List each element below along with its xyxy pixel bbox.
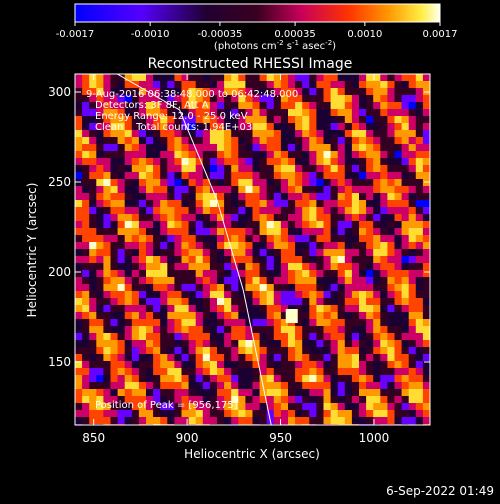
x-tick-label: 900 — [176, 431, 199, 445]
plot-date: 6-Sep-2022 01:49 — [386, 484, 494, 498]
colorbar-tick-label: 0.0017 — [423, 29, 458, 40]
y-tick-label: 150 — [48, 355, 71, 369]
annotation-clean: Clean Total counts: 1.94E+03 — [95, 122, 252, 133]
annotation-detectors: Detectors: 3F 8F, Att A — [95, 100, 209, 111]
x-tick-label: 1000 — [359, 431, 390, 445]
colorbar-tick-label: 0.0010 — [347, 29, 382, 40]
colorbar-tick-label: 0.00035 — [274, 29, 315, 40]
peak-position-label: Position of Peak = [956,175] — [95, 400, 238, 411]
solar-limb-line — [116, 74, 272, 425]
y-axis: 150 200 250 300 — [48, 85, 430, 369]
y-tick-label: 200 — [48, 265, 71, 279]
colorbar: -0.0017 -0.0010 -0.00035 0.00035 0.0010 0.001… — [56, 3, 458, 52]
colorbar-gradient — [74, 3, 441, 23]
colorbar-tick-label: -0.0017 — [56, 29, 95, 40]
x-tick-label: 850 — [82, 431, 105, 445]
colorbar-tick-label: -0.0010 — [131, 29, 170, 40]
peak-hotspot — [285, 309, 298, 323]
colorbar-unit: (photons cm-2 s-1 asec-2) — [214, 39, 336, 52]
colorbar-ticks: -0.0017 -0.0010 -0.00035 0.00035 0.0010 0.001… — [56, 22, 458, 40]
x-axis-label: Heliocentric X (arcsec) — [184, 447, 320, 461]
colorbar-tick-label: -0.00035 — [197, 29, 242, 40]
x-tick-label: 950 — [269, 431, 292, 445]
heatmap-image — [75, 74, 430, 425]
annotation-block: 9-Aug-2016 06:38:48.000 to 06:42:48.000 … — [86, 89, 298, 133]
plot-frame — [74, 73, 431, 426]
y-tick-label: 250 — [48, 175, 71, 189]
x-axis: 850 900 950 1000 — [82, 74, 389, 445]
annotation-energy: Energy Range: 12.0 - 25.0 keV — [95, 111, 248, 122]
y-tick-label: 300 — [48, 85, 71, 99]
y-axis-label: Heliocentric Y (arcsec) — [25, 183, 39, 318]
annotation-time: 9-Aug-2016 06:38:48.000 to 06:42:48.000 — [86, 89, 298, 100]
chart-title: Reconstructed RHESSI Image — [148, 56, 353, 72]
